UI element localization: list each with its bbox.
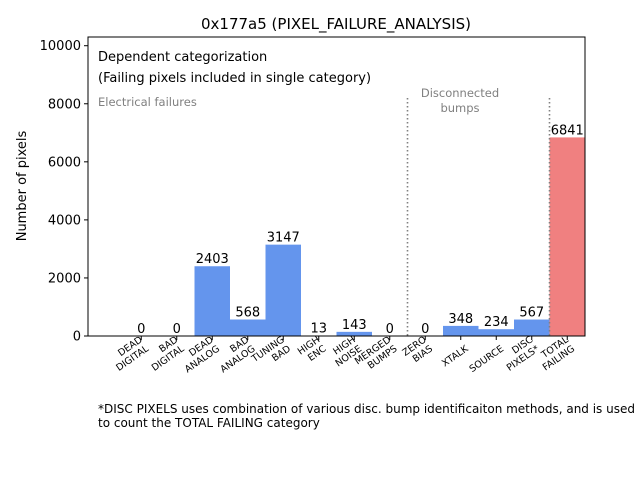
svg-text:SOURCE: SOURCE [468, 343, 506, 375]
x-tick-label-0: DEADDIGITAL [108, 334, 152, 374]
x-tick-label-7: MERGEDBUMPS [353, 334, 400, 376]
plot-frame [87, 36, 586, 337]
svg-text:MERGEDBUMPS: MERGEDBUMPS [353, 334, 400, 376]
svg-text:DEADANALOG: DEADANALOG [177, 334, 222, 375]
value-label-12: 6841 [551, 123, 584, 138]
bar-3 [230, 319, 266, 336]
value-label-5: 13 [310, 322, 327, 337]
value-label-8: 0 [421, 322, 429, 337]
annotation-dependent-categorization: Dependent categorization [98, 50, 267, 65]
x-tick-label-5: HIGHENC [296, 334, 329, 366]
y-tick-label-2: 4000 [48, 213, 81, 228]
svg-text:XTALK: XTALK [440, 343, 471, 369]
annotation-electrical-failures: Electrical failures [98, 95, 197, 109]
svg-text:DEADDIGITAL: DEADDIGITAL [108, 334, 152, 374]
svg-text:ZEROBIAS: ZEROBIAS [401, 334, 435, 367]
y-axis: 0 2000 4000 6000 8000 10000 [40, 39, 88, 345]
value-label-4: 3147 [267, 231, 300, 246]
chart-title: 0x177a5 (PIXEL_FAILURE_ANALYSIS) [201, 15, 471, 34]
annotation-disconnected-bumps-line1: Disconnected [421, 86, 499, 100]
y-tick-label-3: 6000 [48, 155, 81, 170]
bar-12 [549, 137, 585, 336]
bar-2 [194, 266, 230, 336]
svg-text:HIGHENC: HIGHENC [296, 334, 329, 366]
x-axis: DEADDIGITAL BADDIGITAL DEADANALOG BADANALOG… [108, 334, 577, 376]
x-tick-label-4: TUNINGBAD [249, 334, 293, 374]
y-axis-label: Number of pixels [15, 130, 30, 241]
bar-6 [336, 331, 372, 336]
value-label-7: 0 [386, 322, 394, 337]
footnote: *DISC PIXELS uses combination of various… [98, 402, 635, 430]
x-tick-label-2: DEADANALOG [177, 334, 222, 375]
x-tick-label-8: ZEROBIAS [401, 334, 435, 367]
value-label-11: 567 [519, 306, 544, 321]
y-tick-label-5: 10000 [40, 39, 81, 54]
bar-10 [478, 329, 514, 336]
y-tick-label-4: 8000 [48, 97, 81, 112]
x-tick-label-9: XTALK [440, 343, 471, 369]
bar-9 [443, 325, 479, 336]
svg-text:BADDIGITAL: BADDIGITAL [143, 334, 187, 374]
svg-text:DISCPIXELS*: DISCPIXELS* [498, 334, 541, 374]
value-label-1: 0 [173, 322, 181, 337]
x-tick-label-12: TOTALFAILING [534, 334, 577, 373]
annotation-failing-pixels-note: (Failing pixels included in single categ… [98, 71, 371, 86]
value-label-0: 0 [137, 322, 145, 337]
bars-group [194, 137, 585, 336]
value-label-3: 568 [235, 306, 260, 321]
bar-11 [514, 319, 550, 336]
x-tick-label-10: SOURCE [468, 343, 506, 375]
bar-4 [265, 244, 301, 336]
x-tick-label-11: DISCPIXELS* [498, 334, 542, 374]
svg-text:TOTALFAILING: TOTALFAILING [534, 334, 577, 373]
value-label-10: 234 [484, 315, 509, 330]
value-label-6: 143 [342, 318, 367, 333]
annotation-disconnected-bumps-line2: bumps [440, 101, 479, 115]
svg-text:TUNINGBAD: TUNINGBAD [249, 334, 293, 374]
y-tick-label-1: 2000 [48, 271, 81, 286]
value-label-9: 348 [448, 312, 473, 327]
separators-group [406, 97, 551, 336]
y-tick-label-0: 0 [73, 330, 81, 345]
x-tick-label-1: BADDIGITAL [143, 334, 187, 374]
value-label-2: 2403 [196, 252, 229, 267]
value-labels-group: 0 0 2403 568 3147 13 143 0 0 348 234 567 6841 [137, 123, 584, 337]
